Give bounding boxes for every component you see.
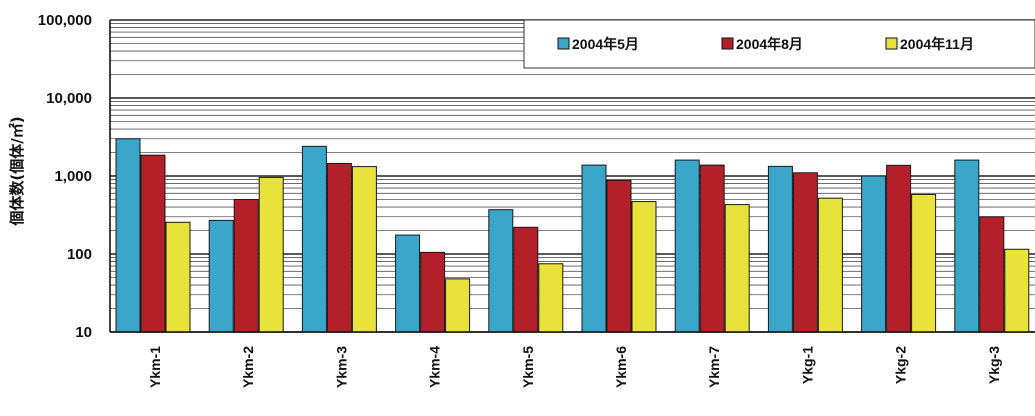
x-category-labels: Ykm-1 Ykm-2 Ykm-3 Ykm-4 Ykm-5 Ykm-6 Ykm-…: [147, 346, 1002, 388]
bar: [979, 216, 1005, 333]
bar: [954, 159, 980, 333]
bar: [301, 145, 327, 333]
bar: [258, 176, 284, 333]
bar: [351, 166, 377, 333]
bar: [724, 204, 750, 333]
bar: [420, 251, 446, 333]
bar: [606, 179, 632, 333]
legend-swatch: [557, 37, 570, 50]
bar: [581, 164, 607, 333]
legend-swatch: [885, 37, 898, 50]
bar: [115, 138, 141, 333]
bar: [631, 201, 657, 333]
legend-label: 2004年8月: [736, 36, 803, 52]
bar: [1004, 248, 1030, 333]
bar: [326, 162, 352, 333]
bar: [395, 234, 421, 333]
legend-label: 2004年5月: [572, 36, 639, 52]
y-tick-label: 100: [67, 246, 92, 263]
bar: [165, 221, 191, 333]
axis-layer: [109, 20, 1035, 333]
bar: [792, 172, 818, 333]
bar: [233, 198, 259, 333]
y-tick-label: 10: [75, 324, 92, 341]
y-tick-label: 100,000: [38, 12, 92, 29]
y-tick-label: 10,000: [46, 90, 92, 107]
bar: [445, 278, 471, 333]
y-tick-label: 1,000: [54, 168, 92, 185]
bar: [699, 164, 725, 333]
y-tick-labels: 10 100 1,000 10,000 100,000: [38, 12, 92, 341]
y-axis-label: 個体数(個体/㎡): [8, 116, 26, 226]
x-category-label: Ykm-7: [706, 346, 722, 388]
bar: [140, 154, 166, 333]
bar: [538, 263, 564, 333]
legend-label: 2004年11月: [900, 36, 974, 52]
legend: 2004年5月 2004年8月 2004年11月: [523, 19, 1035, 69]
bar: [513, 226, 539, 333]
x-category-label: Ykm-1: [147, 346, 163, 388]
x-category-label: Ykm-3: [333, 346, 349, 388]
x-category-label: Ykm-5: [520, 346, 536, 388]
bar: [817, 197, 843, 333]
legend-items: [557, 37, 898, 50]
bar: [208, 219, 234, 333]
bar: [674, 159, 700, 333]
legend-box: [523, 19, 1035, 69]
bar: [861, 175, 887, 333]
legend-swatch: [721, 37, 734, 50]
bar: [886, 164, 912, 333]
x-category-label: Ykm-4: [427, 346, 443, 388]
bar: [488, 209, 514, 333]
bar: [911, 193, 937, 333]
x-category-label: Ykg-1: [799, 346, 815, 384]
x-category-label: Ykg-3: [986, 346, 1002, 384]
x-category-label: Ykg-2: [893, 346, 909, 384]
x-category-label: Ykm-2: [240, 346, 256, 388]
bar: [767, 165, 793, 333]
bars-layer: [115, 138, 1030, 333]
x-category-label: Ykm-6: [613, 346, 629, 388]
